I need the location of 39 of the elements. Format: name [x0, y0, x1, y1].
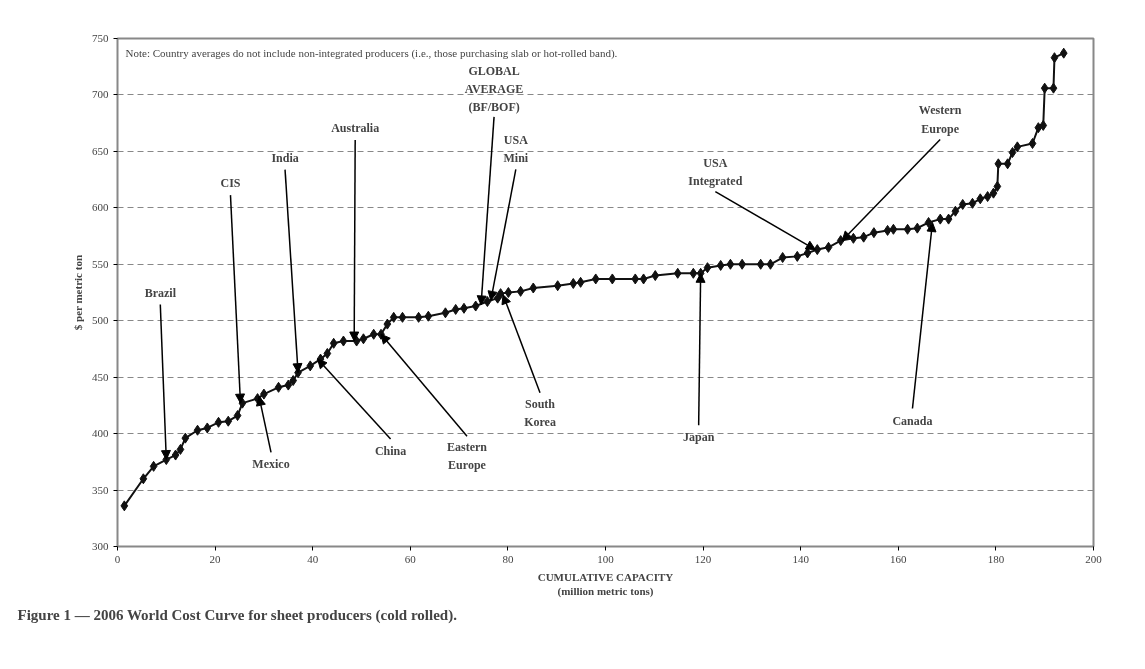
- annotation: USA Integrated: [688, 155, 743, 188]
- annotation: India: [271, 150, 299, 165]
- y-tick-label: 500: [92, 314, 109, 327]
- annotation: Mexico: [252, 457, 290, 472]
- y-tick-label: 550: [92, 257, 109, 270]
- y-tick-label: 700: [92, 88, 109, 101]
- y-tick-label: 350: [92, 483, 109, 496]
- x-tick-label: 140: [792, 552, 810, 565]
- x-tick-label: 40: [307, 552, 319, 565]
- y-tick-label: 300: [92, 540, 109, 552]
- x-tick-label: 20: [209, 552, 222, 565]
- annotation: Note: Country averages do not include non-integrated producers (i.e., those purchasing slab or hot-rolled band).: [125, 46, 618, 60]
- y-tick-label: 750: [92, 32, 109, 44]
- annotation: CIS: [220, 176, 241, 191]
- annotation: Australia: [331, 121, 380, 136]
- x-tick-label: 0: [114, 552, 121, 565]
- x-tick-label: 60: [404, 552, 417, 565]
- x-tick-label: 80: [502, 552, 514, 565]
- y-tick-label: 400: [92, 427, 109, 440]
- annotation: USA Mini: [503, 133, 529, 166]
- annotation: Brazil: [144, 285, 177, 300]
- annotation: Canada: [892, 413, 933, 428]
- x-tick-label: 180: [987, 552, 1005, 565]
- y-tick-label: 600: [92, 201, 109, 214]
- annotation: Western Europe: [918, 103, 962, 136]
- text: Figure 1 — 2006 World Cost Curve for sheet producers (cold rolled).: [17, 606, 458, 624]
- annotation: Eastern Europe: [447, 440, 488, 473]
- y-tick-label: 450: [92, 370, 109, 383]
- y-tick-label: 650: [92, 144, 109, 157]
- x-tick-label: 160: [890, 552, 908, 565]
- x-tick-label: 200: [1085, 552, 1103, 565]
- annotation: GLOBAL AVERAGE (BF/BOF): [464, 63, 524, 115]
- y-axis-title: $ per metric ton: [72, 254, 84, 331]
- annotation: South Korea: [524, 396, 556, 429]
- x-tick-label: 120: [694, 552, 712, 565]
- annotation: Japan: [682, 430, 715, 445]
- annotation: China: [374, 444, 407, 459]
- x-axis-title: CUMULATIVE CAPACITY (million metric tons): [537, 570, 674, 598]
- x-tick-label: 100: [597, 552, 615, 565]
